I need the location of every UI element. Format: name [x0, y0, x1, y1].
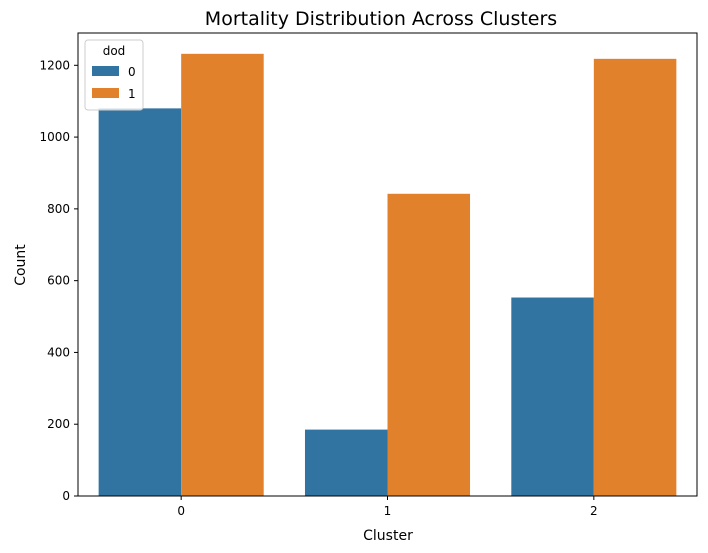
x-axis: 0 1 2 — [177, 496, 598, 518]
bars-layer — [98, 53, 677, 497]
y-tick-label: 600 — [47, 274, 70, 288]
bar-series-0-cluster-2 — [511, 297, 594, 496]
y-tick-label: 1200 — [39, 58, 70, 72]
y-tick-label: 1000 — [39, 130, 70, 144]
y-tick-label: 0 — [62, 489, 70, 503]
bar-series-1-cluster-0 — [181, 53, 264, 496]
y-axis-label: Count — [13, 244, 29, 286]
legend-label-0: 0 — [128, 65, 136, 79]
legend-title: dod — [103, 44, 126, 58]
y-tick-label: 400 — [47, 345, 70, 359]
bar-series-0-cluster-1 — [304, 429, 388, 496]
y-axis: 0 200 400 600 800 1000 1200 — [39, 58, 78, 503]
chart-title: Mortality Distribution Across Clusters — [205, 8, 557, 30]
x-tick-label: 1 — [384, 504, 392, 518]
legend-swatch-0 — [92, 66, 119, 76]
y-tick-label: 200 — [47, 417, 70, 431]
y-tick-label: 800 — [47, 202, 70, 216]
bar-series-1-cluster-2 — [593, 58, 677, 497]
legend-swatch-1 — [92, 88, 119, 98]
legend: dod 0 1 — [84, 39, 144, 111]
x-axis-label: Cluster — [363, 528, 413, 544]
x-tick-label: 2 — [590, 504, 598, 518]
bar-series-1-cluster-1 — [387, 193, 471, 497]
x-tick-label: 0 — [177, 504, 185, 518]
legend-label-1: 1 — [128, 87, 136, 101]
bar-series-0-cluster-0 — [98, 108, 182, 497]
